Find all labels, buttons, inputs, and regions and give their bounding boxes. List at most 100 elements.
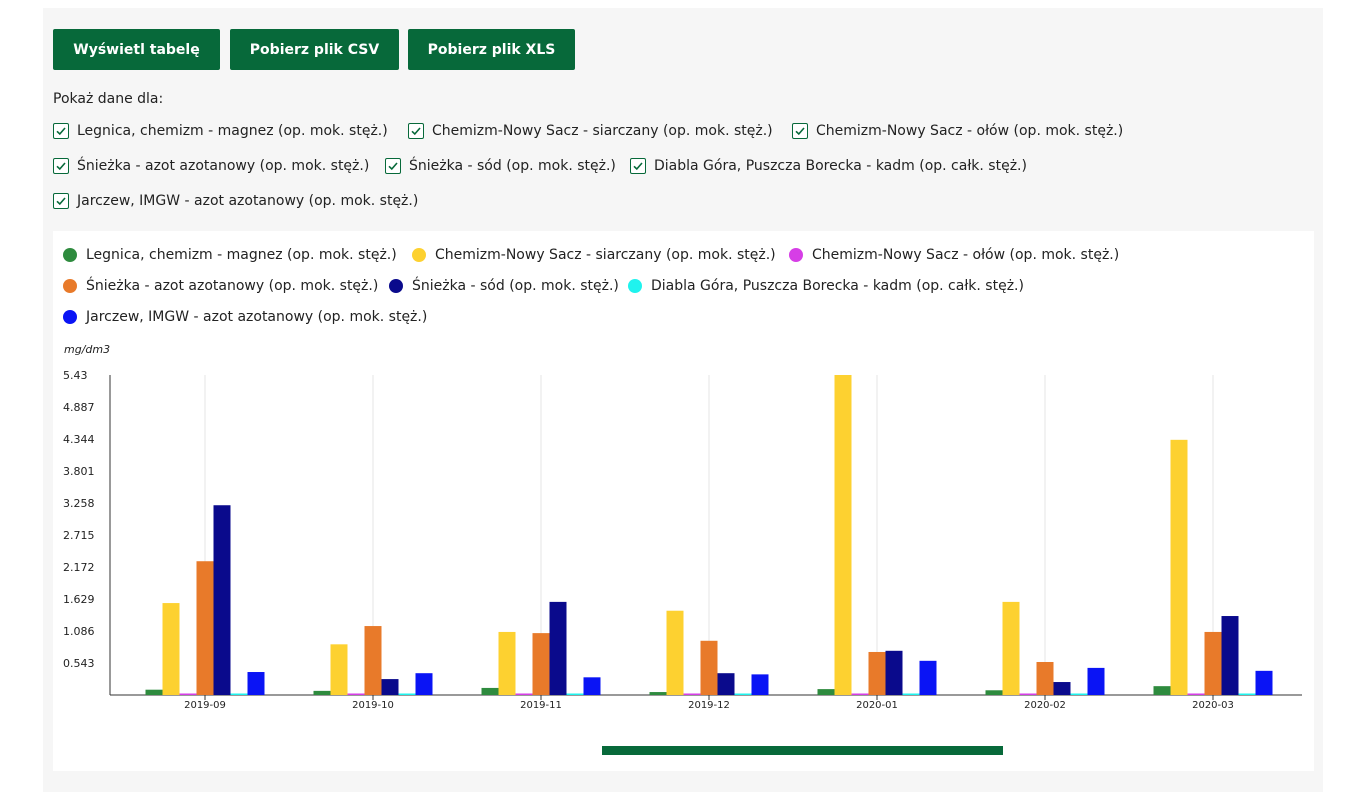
- filter-checkbox-label: Chemizm-Nowy Sacz - siarczany (op. mok. …: [432, 123, 773, 139]
- bar: [313, 690, 331, 695]
- legend-dot-icon: [389, 279, 403, 293]
- filter-checkbox-jarczew-azot[interactable]: Jarczew, IMGW - azot azotanowy (op. mok.…: [53, 190, 418, 212]
- y-axis-unit-label: mg/dm3: [64, 343, 111, 356]
- bar: [700, 640, 718, 695]
- y-tick-label: 0.543: [63, 657, 95, 670]
- y-tick-label: 4.344: [63, 433, 95, 446]
- bar: [498, 631, 516, 695]
- legend-dot-icon: [412, 248, 426, 262]
- x-tick-label: 2019-09: [184, 700, 226, 711]
- bar: [817, 689, 835, 695]
- bar: [1053, 682, 1071, 695]
- y-tick-label: 2.715: [63, 529, 95, 542]
- x-tick-label: 2019-11: [520, 700, 562, 711]
- bar: [649, 692, 667, 695]
- legend-dot-icon: [63, 279, 77, 293]
- bar: [717, 673, 735, 695]
- x-tick-label: 2020-02: [1024, 700, 1066, 711]
- x-tick-label: 2019-10: [352, 700, 394, 711]
- legend-item-legnica-magnez[interactable]: Legnica, chemizm - magnez (op. mok. stęż…: [63, 247, 397, 263]
- bar: [398, 693, 416, 695]
- y-tick-label: 4.887: [63, 401, 95, 414]
- legend-label: Chemizm-Nowy Sacz - ołów (op. mok. stęż.…: [812, 247, 1120, 263]
- bar: [851, 693, 869, 695]
- checkbox-checked-icon[interactable]: [53, 158, 69, 174]
- bar: [1221, 616, 1239, 695]
- checkbox-checked-icon[interactable]: [53, 193, 69, 209]
- bar: [666, 610, 684, 695]
- filter-checkbox-label: Jarczew, IMGW - azot azotanowy (op. mok.…: [77, 193, 419, 209]
- legend-label: Legnica, chemizm - magnez (op. mok. stęż…: [86, 247, 397, 263]
- y-tick-label: 1.086: [63, 625, 95, 638]
- filter-checkbox-legnica-magnez[interactable]: Legnica, chemizm - magnez (op. mok. stęż…: [53, 120, 388, 142]
- legend-item-jarczew-azot[interactable]: Jarczew, IMGW - azot azotanowy (op. mok.…: [63, 309, 427, 325]
- download-xls-button[interactable]: Pobierz plik XLS: [408, 29, 575, 70]
- filter-checkbox-label: Diabla Góra, Puszcza Borecka - kadm (op.…: [654, 158, 1027, 174]
- show-data-for-label: Pokaż dane dla:: [53, 91, 164, 107]
- legend-label: Jarczew, IMGW - azot azotanowy (op. mok.…: [86, 309, 428, 325]
- legend-dot-icon: [63, 248, 77, 262]
- bar: [1238, 693, 1256, 695]
- bar: [1153, 686, 1171, 695]
- y-tick-label: 1.629: [63, 593, 95, 606]
- legend-item-nowy-sacz-siarczany[interactable]: Chemizm-Nowy Sacz - siarczany (op. mok. …: [412, 247, 776, 263]
- checkbox-checked-icon[interactable]: [385, 158, 401, 174]
- bar: [162, 603, 180, 695]
- checkbox-checked-icon[interactable]: [53, 123, 69, 139]
- legend-dot-icon: [63, 310, 77, 324]
- filter-checkbox-nowy-sacz-olow[interactable]: Chemizm-Nowy Sacz - ołów (op. mok. stęż.…: [792, 120, 1123, 142]
- bar: [549, 601, 567, 695]
- bar: [179, 693, 197, 695]
- bar: [1070, 693, 1088, 695]
- bar: [532, 633, 550, 695]
- filter-checkbox-label: Legnica, chemizm - magnez (op. mok. stęż…: [77, 123, 388, 139]
- bar: [919, 660, 937, 695]
- bar: [1036, 661, 1054, 695]
- filter-checkbox-sniezka-sod[interactable]: Śnieżka - sód (op. mok. stęż.): [385, 155, 616, 177]
- filter-checkbox-label: Śnieżka - azot azotanowy (op. mok. stęż.…: [77, 158, 370, 174]
- filter-checkbox-label: Śnieżka - sód (op. mok. stęż.): [409, 158, 616, 174]
- bar: [364, 626, 382, 695]
- bar: [583, 677, 601, 695]
- bar: [902, 693, 920, 695]
- checkbox-checked-icon[interactable]: [792, 123, 808, 139]
- legend-label: Śnieżka - azot azotanowy (op. mok. stęż.…: [86, 278, 379, 294]
- legend-label: Chemizm-Nowy Sacz - siarczany (op. mok. …: [435, 247, 776, 263]
- filter-checkbox-diabla-gora-kadm[interactable]: Diabla Góra, Puszcza Borecka - kadm (op.…: [630, 155, 1027, 177]
- legend-item-nowy-sacz-olow[interactable]: Chemizm-Nowy Sacz - ołów (op. mok. stęż.…: [789, 247, 1119, 263]
- y-tick-label: 3.801: [63, 465, 95, 478]
- bar: [415, 673, 433, 695]
- bar: [683, 693, 701, 695]
- bar: [1002, 601, 1020, 695]
- x-tick-label: 2020-03: [1192, 700, 1234, 711]
- bar: [834, 375, 852, 695]
- bar: [1255, 670, 1273, 695]
- y-tick-label: 3.258: [63, 497, 95, 510]
- bar: [381, 679, 399, 695]
- chart-scrollbar[interactable]: [602, 746, 1003, 755]
- bar: [1187, 693, 1205, 695]
- legend-item-sniezka-sod[interactable]: Śnieżka - sód (op. mok. stęż.): [389, 278, 619, 294]
- x-tick-label: 2019-12: [688, 700, 730, 711]
- x-tick-label: 2020-01: [856, 700, 898, 711]
- bar: [1204, 631, 1222, 695]
- legend-label: Diabla Góra, Puszcza Borecka - kadm (op.…: [651, 278, 1024, 294]
- filter-checkbox-nowy-sacz-siarczany[interactable]: Chemizm-Nowy Sacz - siarczany (op. mok. …: [408, 120, 773, 142]
- legend-dot-icon: [628, 279, 642, 293]
- show-table-button[interactable]: Wyświetl tabelę: [53, 29, 220, 70]
- bar: [230, 693, 248, 695]
- bar: [247, 672, 265, 695]
- bar: [196, 561, 214, 695]
- legend-item-diabla-gora-kadm[interactable]: Diabla Góra, Puszcza Borecka - kadm (op.…: [628, 278, 1024, 294]
- bar: [985, 690, 1003, 695]
- checkbox-checked-icon[interactable]: [630, 158, 646, 174]
- bar: [1019, 693, 1037, 695]
- legend-item-sniezka-azot[interactable]: Śnieżka - azot azotanowy (op. mok. stęż.…: [63, 278, 378, 294]
- checkbox-checked-icon[interactable]: [408, 123, 424, 139]
- y-tick-label: 5.43: [63, 369, 88, 382]
- filter-checkbox-sniezka-azot[interactable]: Śnieżka - azot azotanowy (op. mok. stęż.…: [53, 155, 369, 177]
- download-csv-button[interactable]: Pobierz plik CSV: [230, 29, 399, 70]
- bar: [515, 693, 533, 695]
- bar: [868, 651, 886, 695]
